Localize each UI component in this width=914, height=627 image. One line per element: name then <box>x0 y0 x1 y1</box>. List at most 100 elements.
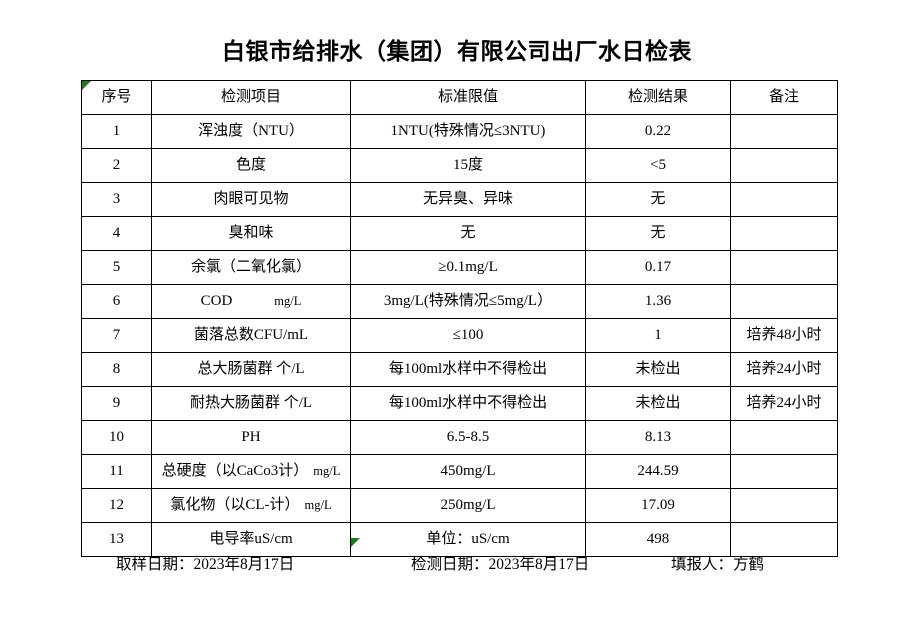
cell-note <box>730 250 838 285</box>
cell-item-unit: mg/L <box>304 497 332 512</box>
cell-standard: 3mg/L(特殊情况≤5mg/L） <box>350 284 586 319</box>
cell-note <box>730 284 838 319</box>
test-date: 检测日期：2023年8月17日 <box>411 556 590 573</box>
cell-no: 4 <box>81 216 152 251</box>
cell-note: 培养24小时 <box>730 352 838 387</box>
table-row: 2 色度 15度 <5 <box>81 148 838 183</box>
table-row: 6 COD mg/L 3mg/L(特殊情况≤5mg/L） 1.36 <box>81 284 838 319</box>
cell-result: 244.59 <box>585 454 731 489</box>
cell-comment-marker-icon <box>351 538 360 547</box>
cell-item: 总大肠菌群 个/L <box>151 352 351 387</box>
cell-no: 2 <box>81 148 152 183</box>
cell-no: 12 <box>81 488 152 523</box>
cell-note: 培养48小时 <box>730 318 838 353</box>
cell-no: 9 <box>81 386 152 421</box>
table-row: 7 菌落总数CFU/mL ≤100 1 培养48小时 <box>81 318 838 353</box>
cell-standard: 1NTU(特殊情况≤3NTU) <box>350 114 586 149</box>
cell-item: 色度 <box>151 148 351 183</box>
cell-note <box>730 114 838 149</box>
cell-result: 1 <box>585 318 731 353</box>
cell-result: <5 <box>585 148 731 183</box>
filer-name: 填报人：方鹤 <box>671 556 765 573</box>
page-title: 白银市给排水（集团）有限公司出厂水日检表 <box>222 39 692 64</box>
cell-standard: ≤100 <box>350 318 586 353</box>
cell-result: 0.17 <box>585 250 731 285</box>
cell-note <box>730 216 838 251</box>
table-row: 5 余氯（二氧化氯） ≥0.1mg/L 0.17 <box>81 250 838 285</box>
cell-item: 余氯（二氧化氯） <box>151 250 351 285</box>
cell-result: 498 <box>585 522 731 557</box>
cell-item: 浑浊度（NTU） <box>151 114 351 149</box>
cell-item: 耐热大肠菌群 个/L <box>151 386 351 421</box>
cell-item-unit: mg/L <box>274 293 302 308</box>
cell-result: 1.36 <box>585 284 731 319</box>
cell-note <box>730 522 838 557</box>
cell-note <box>730 488 838 523</box>
table-row: 10 PH 6.5-8.5 8.13 <box>81 420 838 455</box>
cell-item: 电导率uS/cm <box>151 522 351 557</box>
cell-note: 培养24小时 <box>730 386 838 421</box>
cell-result: 17.09 <box>585 488 731 523</box>
cell-standard: 每100ml水样中不得检出 <box>350 386 586 421</box>
table-row: 4 臭和味无无 <box>81 216 838 251</box>
cell-item: 氯化物（以CL-计） mg/L <box>151 488 351 523</box>
header-standard: 标准限值 <box>350 80 586 115</box>
cell-item: 总硬度（以CaCo3计） mg/L <box>151 454 351 489</box>
table-row: 8 总大肠菌群 个/L 每100ml水样中不得检出 未检出 培养24小时 <box>81 352 838 387</box>
cell-no: 11 <box>81 454 152 489</box>
cell-item: COD mg/L <box>151 284 351 319</box>
cell-item: 肉眼可见物 <box>151 182 351 217</box>
cell-item-label: COD <box>200 292 233 309</box>
report-footer: 取样日期：2023年8月17日 检测日期：2023年8月17日 填报人：方鹤 <box>81 548 837 578</box>
table-row: 3 肉眼可见物 无异臭、异味无 <box>81 182 838 217</box>
cell-standard: 无异臭、异味 <box>350 182 586 217</box>
cell-no: 10 <box>81 420 152 455</box>
cell-item-label: 总硬度（以CaCo3计） <box>161 462 309 479</box>
table-row: 11 总硬度（以CaCo3计） mg/L 450mg/L 244.59 <box>81 454 838 489</box>
table-row: 12 氯化物（以CL-计） mg/L 250mg/L 17.09 <box>81 488 838 523</box>
cell-item-label: 氯化物（以CL-计） <box>170 496 300 513</box>
cell-result: 无 <box>585 182 731 217</box>
inspection-table: 序号 检测项目 标准限值 检测结果 备注 1 浑浊度（NTU） 1NTU(特殊情况≤… <box>81 80 838 557</box>
cell-no: 13 <box>81 522 152 557</box>
cell-result: 未检出 <box>585 386 731 421</box>
cell-item: PH <box>151 420 351 455</box>
cell-note <box>730 454 838 489</box>
cell-standard: 250mg/L <box>350 488 586 523</box>
header-no: 序号 <box>81 80 152 115</box>
header-result: 检测结果 <box>585 80 731 115</box>
cell-result: 未检出 <box>585 352 731 387</box>
cell-result: 0.22 <box>585 114 731 149</box>
cell-standard: 450mg/L <box>350 454 586 489</box>
cell-item: 菌落总数CFU/mL <box>151 318 351 353</box>
cell-item-content: 氯化物（以CL-计） mg/L <box>155 497 347 514</box>
cell-item-unit: mg/L <box>313 463 341 478</box>
cell-no: 8 <box>81 352 152 387</box>
cell-no: 3 <box>81 182 152 217</box>
cell-result: 8.13 <box>585 420 731 455</box>
cell-standard: 无 <box>350 216 586 251</box>
table-row: 1 浑浊度（NTU） 1NTU(特殊情况≤3NTU) 0.22 <box>81 114 838 149</box>
sample-date: 取样日期：2023年8月17日 <box>116 556 295 573</box>
inspection-table-container: 序号 检测项目 标准限值 检测结果 备注 1 浑浊度（NTU） 1NTU(特殊情况≤… <box>81 80 838 557</box>
cell-note <box>730 148 838 183</box>
table-header-row: 序号 检测项目 标准限值 检测结果 备注 <box>81 80 838 115</box>
cell-no: 6 <box>81 284 152 319</box>
cell-item: 臭和味 <box>151 216 351 251</box>
cell-note <box>730 182 838 217</box>
header-item: 检测项目 <box>151 80 351 115</box>
table-row: 9 耐热大肠菌群 个/L 每100ml水样中不得检出 未检出 培养24小时 <box>81 386 838 421</box>
cell-standard: 每100ml水样中不得检出 <box>350 352 586 387</box>
cell-no: 5 <box>81 250 152 285</box>
cell-item-content: COD mg/L <box>155 293 347 310</box>
header-note: 备注 <box>730 80 838 115</box>
table-row: 13 电导率uS/cm 单位：uS/cm 498 <box>81 522 838 557</box>
cell-item-content: 总硬度（以CaCo3计） mg/L <box>155 463 347 480</box>
cell-standard: ≥0.1mg/L <box>350 250 586 285</box>
cell-no: 1 <box>81 114 152 149</box>
cell-no: 7 <box>81 318 152 353</box>
cell-note <box>730 420 838 455</box>
cell-comment-marker-icon <box>82 81 91 90</box>
cell-standard: 15度 <box>350 148 586 183</box>
